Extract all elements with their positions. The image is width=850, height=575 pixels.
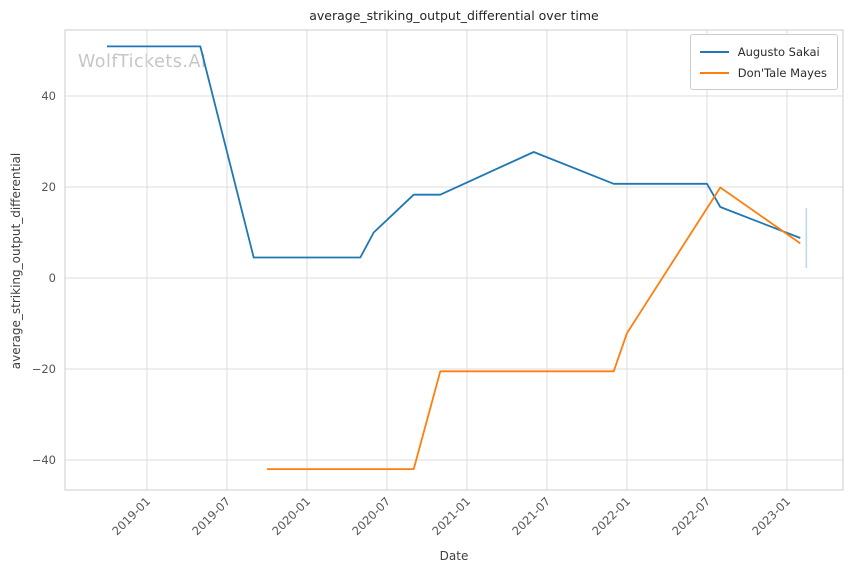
x-tick-label: 2020-07 — [349, 494, 393, 538]
x-tick-label: 2020-01 — [269, 494, 313, 538]
y-tick-label: −40 — [32, 453, 56, 467]
x-tick-label: 2021-07 — [509, 494, 553, 538]
plot-border — [64, 29, 844, 491]
legend-item-augusto-sakai: Augusto Sakai — [699, 41, 827, 62]
watermark: WolfTickets.AI — [78, 52, 207, 72]
legend-label: Augusto Sakai — [737, 44, 820, 59]
y-tick-label: −20 — [32, 362, 56, 376]
x-tick-label: 2022-01 — [589, 494, 633, 538]
legend-item-dontale-mayes: Don'Tale Mayes — [699, 62, 827, 83]
x-tick-label: 2019-07 — [189, 494, 233, 538]
y-tick-label: 40 — [41, 89, 56, 103]
series-line-0 — [107, 45, 801, 259]
y-tick-label: 0 — [49, 271, 56, 285]
legend-label: Don'Tale Mayes — [737, 65, 827, 80]
series-line-1 — [267, 186, 801, 471]
y-tick-label: 20 — [41, 180, 56, 194]
legend: Augusto Sakai Don'Tale Mayes — [689, 34, 838, 90]
chart-title: average_striking_output_differential ove… — [309, 8, 599, 23]
legend-line-sample — [699, 50, 729, 53]
x-tick-label: 2023-01 — [749, 494, 793, 538]
x-axis-label: Date — [439, 549, 469, 563]
legend-line-sample — [699, 71, 729, 74]
x-tick-label: 2022-07 — [669, 494, 713, 538]
x-tick-label: 2021-01 — [429, 494, 473, 538]
x-tick-label: 2019-01 — [109, 494, 153, 538]
